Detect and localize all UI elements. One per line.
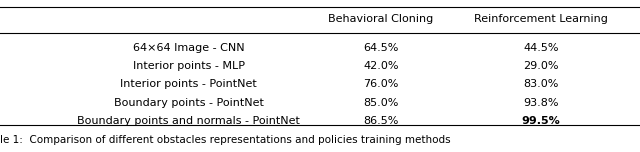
Text: Interior points - PointNet: Interior points - PointNet [120, 79, 257, 89]
Text: 29.0%: 29.0% [523, 61, 559, 71]
Text: Behavioral Cloning: Behavioral Cloning [328, 14, 433, 24]
Text: le 1:  Comparison of different obstacles representations and policies training m: le 1: Comparison of different obstacles … [0, 135, 451, 145]
Text: 42.0%: 42.0% [363, 61, 399, 71]
Text: 99.5%: 99.5% [522, 116, 560, 126]
Text: 44.5%: 44.5% [523, 43, 559, 53]
Text: 93.8%: 93.8% [523, 98, 559, 108]
Text: Interior points - MLP: Interior points - MLP [133, 61, 244, 71]
Text: 83.0%: 83.0% [523, 79, 559, 89]
Text: Boundary points - PointNet: Boundary points - PointNet [114, 98, 264, 108]
Text: 64×64 Image - CNN: 64×64 Image - CNN [133, 43, 244, 53]
Text: 85.0%: 85.0% [363, 98, 399, 108]
Text: 64.5%: 64.5% [363, 43, 399, 53]
Text: Reinforcement Learning: Reinforcement Learning [474, 14, 608, 24]
Text: 76.0%: 76.0% [363, 79, 399, 89]
Text: 86.5%: 86.5% [363, 116, 399, 126]
Text: Boundary points and normals - PointNet: Boundary points and normals - PointNet [77, 116, 300, 126]
